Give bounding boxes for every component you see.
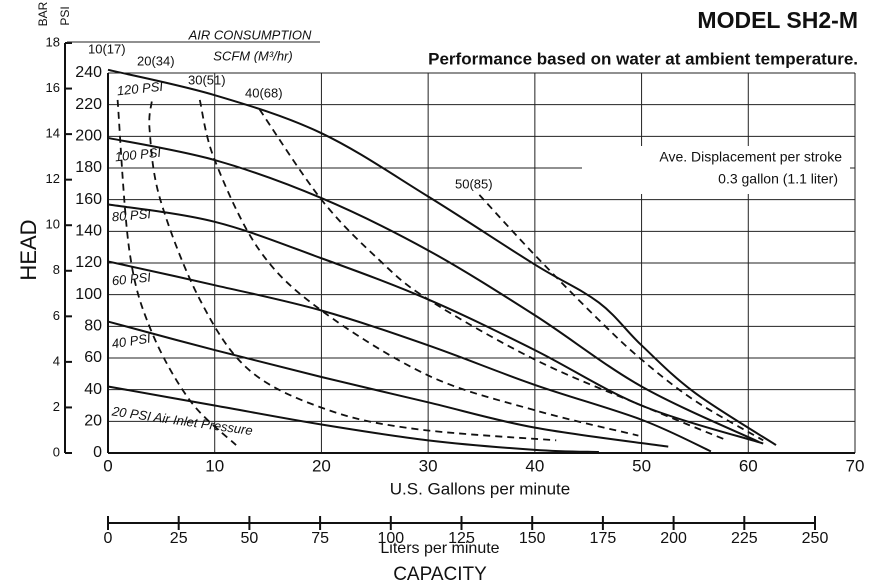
series-label: 20(34): [137, 53, 175, 68]
annotation: SCFM (M³/hr): [213, 48, 292, 63]
series-line: [107, 260, 712, 453]
annotation: AIR CONSUMPTION: [188, 27, 312, 42]
x2-tick-label: 25: [170, 530, 188, 547]
series-line: [148, 101, 557, 442]
y-tick-label: 0: [93, 444, 102, 461]
x2-tick-label: 125: [448, 530, 475, 547]
y-tick-label: 80: [84, 318, 102, 335]
series-line: [107, 203, 764, 445]
y-tick-label: 220: [75, 96, 102, 113]
x2-tick-label: 200: [660, 530, 687, 547]
y2-tick-label: 4: [53, 353, 60, 368]
y-tick-label: 240: [75, 64, 102, 81]
series-line: [107, 385, 599, 454]
series-label: 50(85): [455, 176, 493, 191]
x2-tick-label: 150: [519, 530, 546, 547]
y2-axis-label: BAR: [36, 1, 50, 26]
x2-tick-label: 100: [377, 530, 404, 547]
y-tick-label: 180: [75, 159, 102, 176]
y-tick-label: 40: [84, 381, 102, 398]
x-axis-label: U.S. Gallons per minute: [390, 479, 570, 498]
y-axis-label: HEAD: [16, 219, 41, 280]
x-tick-label: 30: [419, 456, 438, 475]
caption: CAPACITY: [393, 564, 487, 585]
x2-tick-label: 225: [731, 530, 758, 547]
x2-tick-label: 250: [802, 530, 829, 547]
series-line: [198, 99, 639, 437]
note-bg: [582, 146, 850, 194]
y-tick-label: 60: [84, 349, 102, 366]
y-tick-label: 20: [84, 413, 102, 430]
annotation: Ave. Displacement per stroke: [659, 149, 842, 165]
y2-tick-label: 14: [46, 126, 60, 141]
series-label: 40(68): [245, 85, 283, 100]
y2-tick-label: 2: [53, 399, 60, 414]
x-tick-label: 70: [846, 456, 865, 475]
series-label: 120 PSI: [116, 79, 164, 99]
series-label: 10(17): [88, 41, 126, 56]
series-line: [107, 320, 669, 448]
series-label: 60 PSI: [111, 269, 152, 288]
y-tick-label: 160: [75, 191, 102, 208]
y-tick-label: 200: [75, 128, 102, 145]
series-label: 100 PSI: [114, 145, 162, 165]
y2-tick-label: 12: [46, 171, 60, 186]
series-line: [258, 108, 728, 442]
series-line: [107, 68, 777, 446]
x-tick-label: 10: [205, 456, 224, 475]
x-tick-label: 20: [312, 456, 331, 475]
x-tick-label: 0: [103, 456, 112, 475]
x-tick-label: 50: [632, 456, 651, 475]
y-tick-label: 100: [75, 286, 102, 303]
series-label: 80 PSI: [111, 206, 152, 224]
chart-title: MODEL SH2-M: [697, 7, 858, 33]
y2-tick-label: 8: [53, 262, 60, 277]
y2-tick-label: 0: [53, 444, 60, 459]
x2-tick-label: 50: [241, 530, 259, 547]
y2-tick-label: 6: [53, 308, 60, 323]
y-tick-label: 120: [75, 254, 102, 271]
y2-tick-label: 18: [46, 34, 60, 49]
x2-axis-label: Liters per minute: [380, 540, 499, 557]
y2-tick-label: 16: [46, 80, 60, 95]
y-tick-label: 140: [75, 223, 102, 240]
series-label: 40 PSI: [111, 330, 152, 351]
series-line: [478, 194, 764, 442]
subtitle: Performance based on water at ambient te…: [428, 49, 858, 68]
y-unit-label: PSI: [58, 6, 72, 25]
y2-tick-label: 10: [46, 217, 60, 232]
series-label: 30(51): [188, 72, 226, 87]
x-tick-label: 40: [525, 456, 544, 475]
x2-tick-label: 75: [311, 530, 329, 547]
series-line: [116, 99, 237, 446]
annotation: 0.3 gallon (1.1 liter): [718, 171, 838, 187]
subtitle-bg: [318, 48, 863, 70]
x2-tick-label: 0: [104, 530, 113, 547]
x-tick-label: 60: [739, 456, 758, 475]
x2-tick-label: 175: [590, 530, 617, 547]
